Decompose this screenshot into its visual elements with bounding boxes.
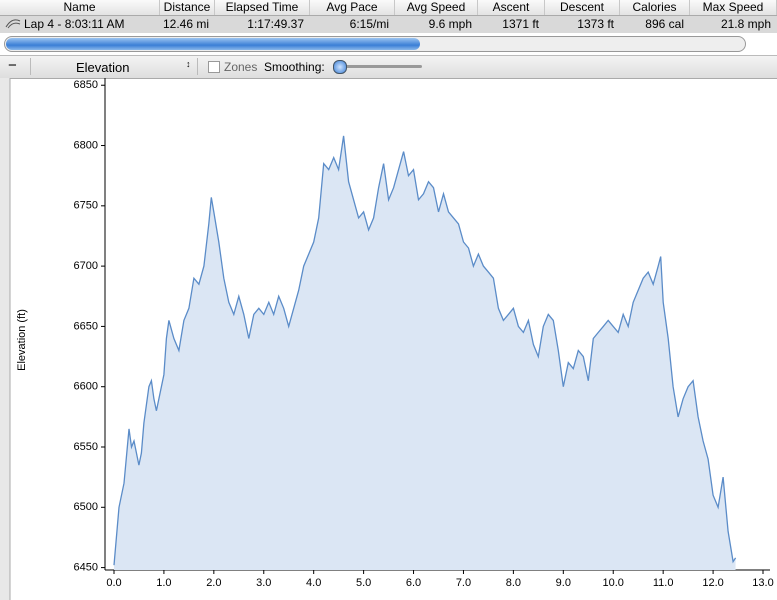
area-fill (113, 135, 736, 570)
x-tick-label: 5.0 (356, 577, 371, 589)
column-header: Descent (545, 0, 620, 15)
cell: 9.6 mph (428, 17, 472, 31)
view-label[interactable]: Elevation (76, 60, 130, 75)
y-tick-label: 6850 (74, 79, 98, 91)
lap-row[interactable]: Lap 4 - 8:03:11 AM 12.46 mi 1:17:49.37 6:15… (0, 16, 777, 33)
collapse-button[interactable]: − (8, 57, 17, 74)
view-select[interactable] (30, 58, 198, 75)
y-tick-label: 6500 (74, 501, 98, 513)
x-tick-label: 2.0 (206, 577, 221, 589)
x-tick-label: 3.0 (256, 577, 271, 589)
elevation-chart: Elevation (ft) 6450 6500 6550 6600 6650 6700 6… (0, 78, 774, 600)
cell: 6:15/mi (349, 17, 389, 31)
y-tick-label: 6600 (74, 381, 98, 393)
x-tick-label: 0.0 (106, 577, 121, 589)
scroll-thumb[interactable] (6, 38, 420, 50)
y-axis-title: Elevation (ft) (16, 309, 28, 371)
column-header: Name (0, 0, 160, 15)
elevation-line (113, 135, 737, 566)
column-header: Avg Pace (310, 0, 395, 15)
y-tick-label: 6750 (74, 200, 98, 212)
x-tick-label: 12.0 (702, 577, 723, 589)
side-strip (0, 78, 10, 600)
column-header: Elapsed Time (215, 0, 310, 15)
x-tick-label: 8.0 (506, 577, 521, 589)
x-tick-label: 13.0 (752, 577, 773, 589)
select-arrows: ↕ (186, 59, 191, 69)
column-header: Max Speed (690, 0, 777, 15)
lap-icon (5, 19, 21, 29)
y-tick-label: 6800 (74, 139, 98, 151)
table-header: Name Distance Elapsed Time Avg Pace Avg Spee… (0, 0, 777, 16)
column-header: Calories (620, 0, 690, 15)
cell: 1:17:49.37 (247, 17, 304, 31)
column-header: Distance (160, 0, 215, 15)
smoothing-track (336, 65, 422, 68)
cell: 12.46 mi (162, 17, 209, 31)
cell: Lap 4 - 8:03:11 AM (24, 17, 125, 31)
cell: 1371 ft (502, 17, 539, 31)
x-tick-label: 4.0 (306, 577, 321, 589)
x-tick-label: 6.0 (406, 577, 421, 589)
zones-label: Zones (224, 60, 258, 74)
x-tick-label: 1.0 (156, 577, 171, 589)
cell: 896 cal (645, 17, 684, 31)
zones-checkbox[interactable] (208, 61, 220, 73)
x-tick-label: 10.0 (603, 577, 624, 589)
x-tick-label: 7.0 (456, 577, 471, 589)
cell: 1373 ft (577, 17, 614, 31)
column-header: Ascent (478, 0, 545, 15)
y-tick-label: 6550 (74, 441, 98, 453)
cell: 21.8 mph (720, 17, 771, 31)
column-header: Avg Speed (395, 0, 478, 15)
x-tick-label: 11.0 (653, 577, 674, 589)
x-tick-label: 9.0 (556, 577, 571, 589)
smoothing-label: Smoothing: (264, 60, 325, 74)
toolbar: − Elevation ↕ Zones Smoothing: (0, 55, 777, 79)
y-tick-label: 6650 (74, 320, 98, 332)
y-tick-label: 6450 (74, 561, 98, 573)
smoothing-knob[interactable] (333, 60, 347, 74)
y-tick-label: 6700 (74, 260, 98, 272)
scrollbar[interactable] (4, 36, 746, 52)
